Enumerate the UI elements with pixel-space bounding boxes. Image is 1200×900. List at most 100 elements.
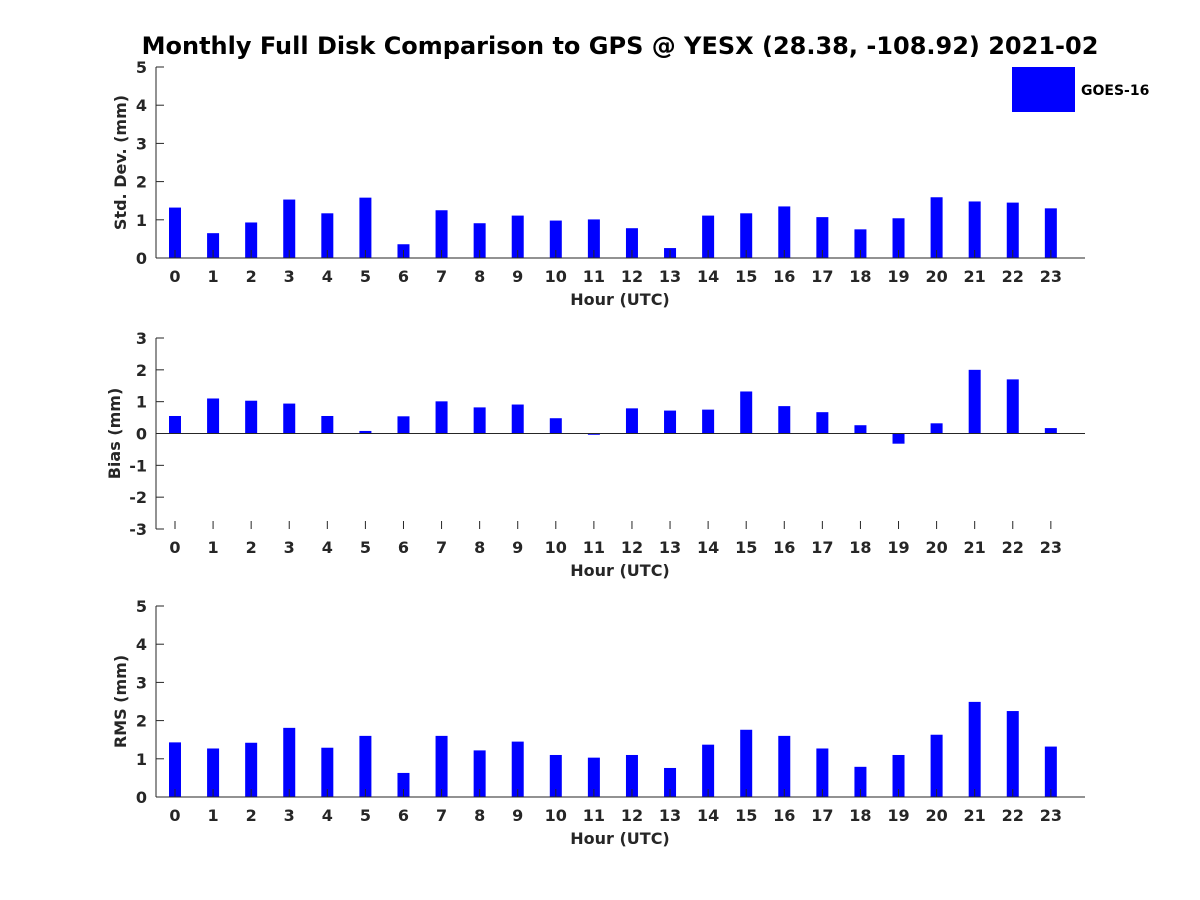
bar <box>397 416 410 434</box>
bar <box>359 197 372 258</box>
bar <box>435 735 448 797</box>
y-tick-label: 0 <box>136 788 147 807</box>
x-tick-label: 5 <box>360 267 371 286</box>
y-tick-label: 5 <box>136 58 147 77</box>
x-tick-label: 20 <box>925 538 947 557</box>
x-tick-label: 8 <box>474 806 485 825</box>
x-tick-label: 21 <box>964 538 986 557</box>
bar <box>549 754 562 797</box>
x-tick-label: 4 <box>322 538 333 557</box>
bar <box>169 415 181 434</box>
x-axis-label: Hour (UTC) <box>570 290 670 309</box>
x-tick-label: 23 <box>1040 806 1062 825</box>
bar <box>854 229 867 258</box>
x-tick-label: 12 <box>621 806 643 825</box>
bar <box>397 772 410 797</box>
x-tick-label: 16 <box>773 267 795 286</box>
x-tick-label: 18 <box>849 538 871 557</box>
bar <box>435 210 448 258</box>
legend: GOES-16 <box>1012 67 1149 112</box>
bar <box>930 197 943 258</box>
bar <box>207 748 220 797</box>
y-tick-label: 4 <box>136 635 147 654</box>
x-tick-label: 20 <box>925 806 947 825</box>
bar <box>245 222 258 258</box>
x-tick-label: 19 <box>887 267 909 286</box>
chart-title: Monthly Full Disk Comparison to GPS @ YE… <box>142 32 1099 60</box>
x-tick-label: 9 <box>512 538 523 557</box>
bar <box>549 418 562 434</box>
x-tick-label: 4 <box>322 267 333 286</box>
x-tick-label: 19 <box>887 806 909 825</box>
x-tick-label: 22 <box>1002 806 1024 825</box>
x-tick-label: 2 <box>246 806 257 825</box>
bar <box>359 735 372 797</box>
x-tick-label: 15 <box>735 538 757 557</box>
legend-label: GOES-16 <box>1081 83 1149 99</box>
x-tick-label: 3 <box>284 538 295 557</box>
bar <box>930 734 943 797</box>
bar <box>816 217 829 258</box>
bar <box>1006 202 1019 258</box>
x-tick-label: 3 <box>284 267 295 286</box>
x-tick-label: 21 <box>964 267 986 286</box>
bar <box>778 206 791 258</box>
bar <box>892 433 905 444</box>
x-tick-label: 10 <box>545 806 567 825</box>
bar <box>435 401 448 434</box>
x-tick-label: 8 <box>474 267 485 286</box>
bar <box>930 423 943 434</box>
y-axis-label: RMS (mm) <box>111 655 130 748</box>
x-tick-label: 23 <box>1040 267 1062 286</box>
x-tick-label: 6 <box>398 806 409 825</box>
bar <box>587 219 600 258</box>
bar <box>740 213 753 258</box>
x-tick-label: 16 <box>773 806 795 825</box>
x-tick-label: 22 <box>1002 538 1024 557</box>
bar <box>1044 208 1057 258</box>
bar <box>321 415 334 434</box>
bar <box>587 757 600 797</box>
bar <box>245 742 258 797</box>
bar <box>892 754 905 797</box>
x-tick-label: 17 <box>811 806 833 825</box>
x-tick-label: 12 <box>621 267 643 286</box>
bar <box>625 408 638 434</box>
x-tick-label: 21 <box>964 806 986 825</box>
bar <box>283 403 296 434</box>
bar <box>359 430 372 434</box>
bar <box>702 744 715 797</box>
bar <box>283 199 296 258</box>
x-tick-label: 14 <box>697 538 719 557</box>
x-tick-label: 7 <box>436 267 447 286</box>
bar <box>854 425 867 434</box>
x-tick-label: 6 <box>398 267 409 286</box>
bar <box>778 735 791 797</box>
x-tick-label: 13 <box>659 806 681 825</box>
x-tick-label: 9 <box>512 267 523 286</box>
bar <box>1006 711 1019 797</box>
x-tick-label: 7 <box>436 538 447 557</box>
y-tick-label: 3 <box>136 134 147 153</box>
bar <box>473 223 486 258</box>
x-tick-label: 23 <box>1040 538 1062 557</box>
x-tick-label: 1 <box>208 806 219 825</box>
bar <box>968 701 981 797</box>
x-tick-label: 0 <box>169 267 180 286</box>
x-tick-label: 2 <box>246 538 257 557</box>
y-tick-label: 2 <box>136 712 147 731</box>
bar <box>816 748 829 797</box>
bar <box>664 410 677 434</box>
x-tick-label: 10 <box>545 267 567 286</box>
bar <box>511 404 524 434</box>
bar <box>207 398 220 434</box>
y-tick-label: 1 <box>136 393 147 412</box>
y-tick-label: 0 <box>136 249 147 268</box>
bar <box>702 409 715 434</box>
x-tick-label: 3 <box>284 806 295 825</box>
bar <box>1044 428 1057 434</box>
bar <box>892 218 905 258</box>
